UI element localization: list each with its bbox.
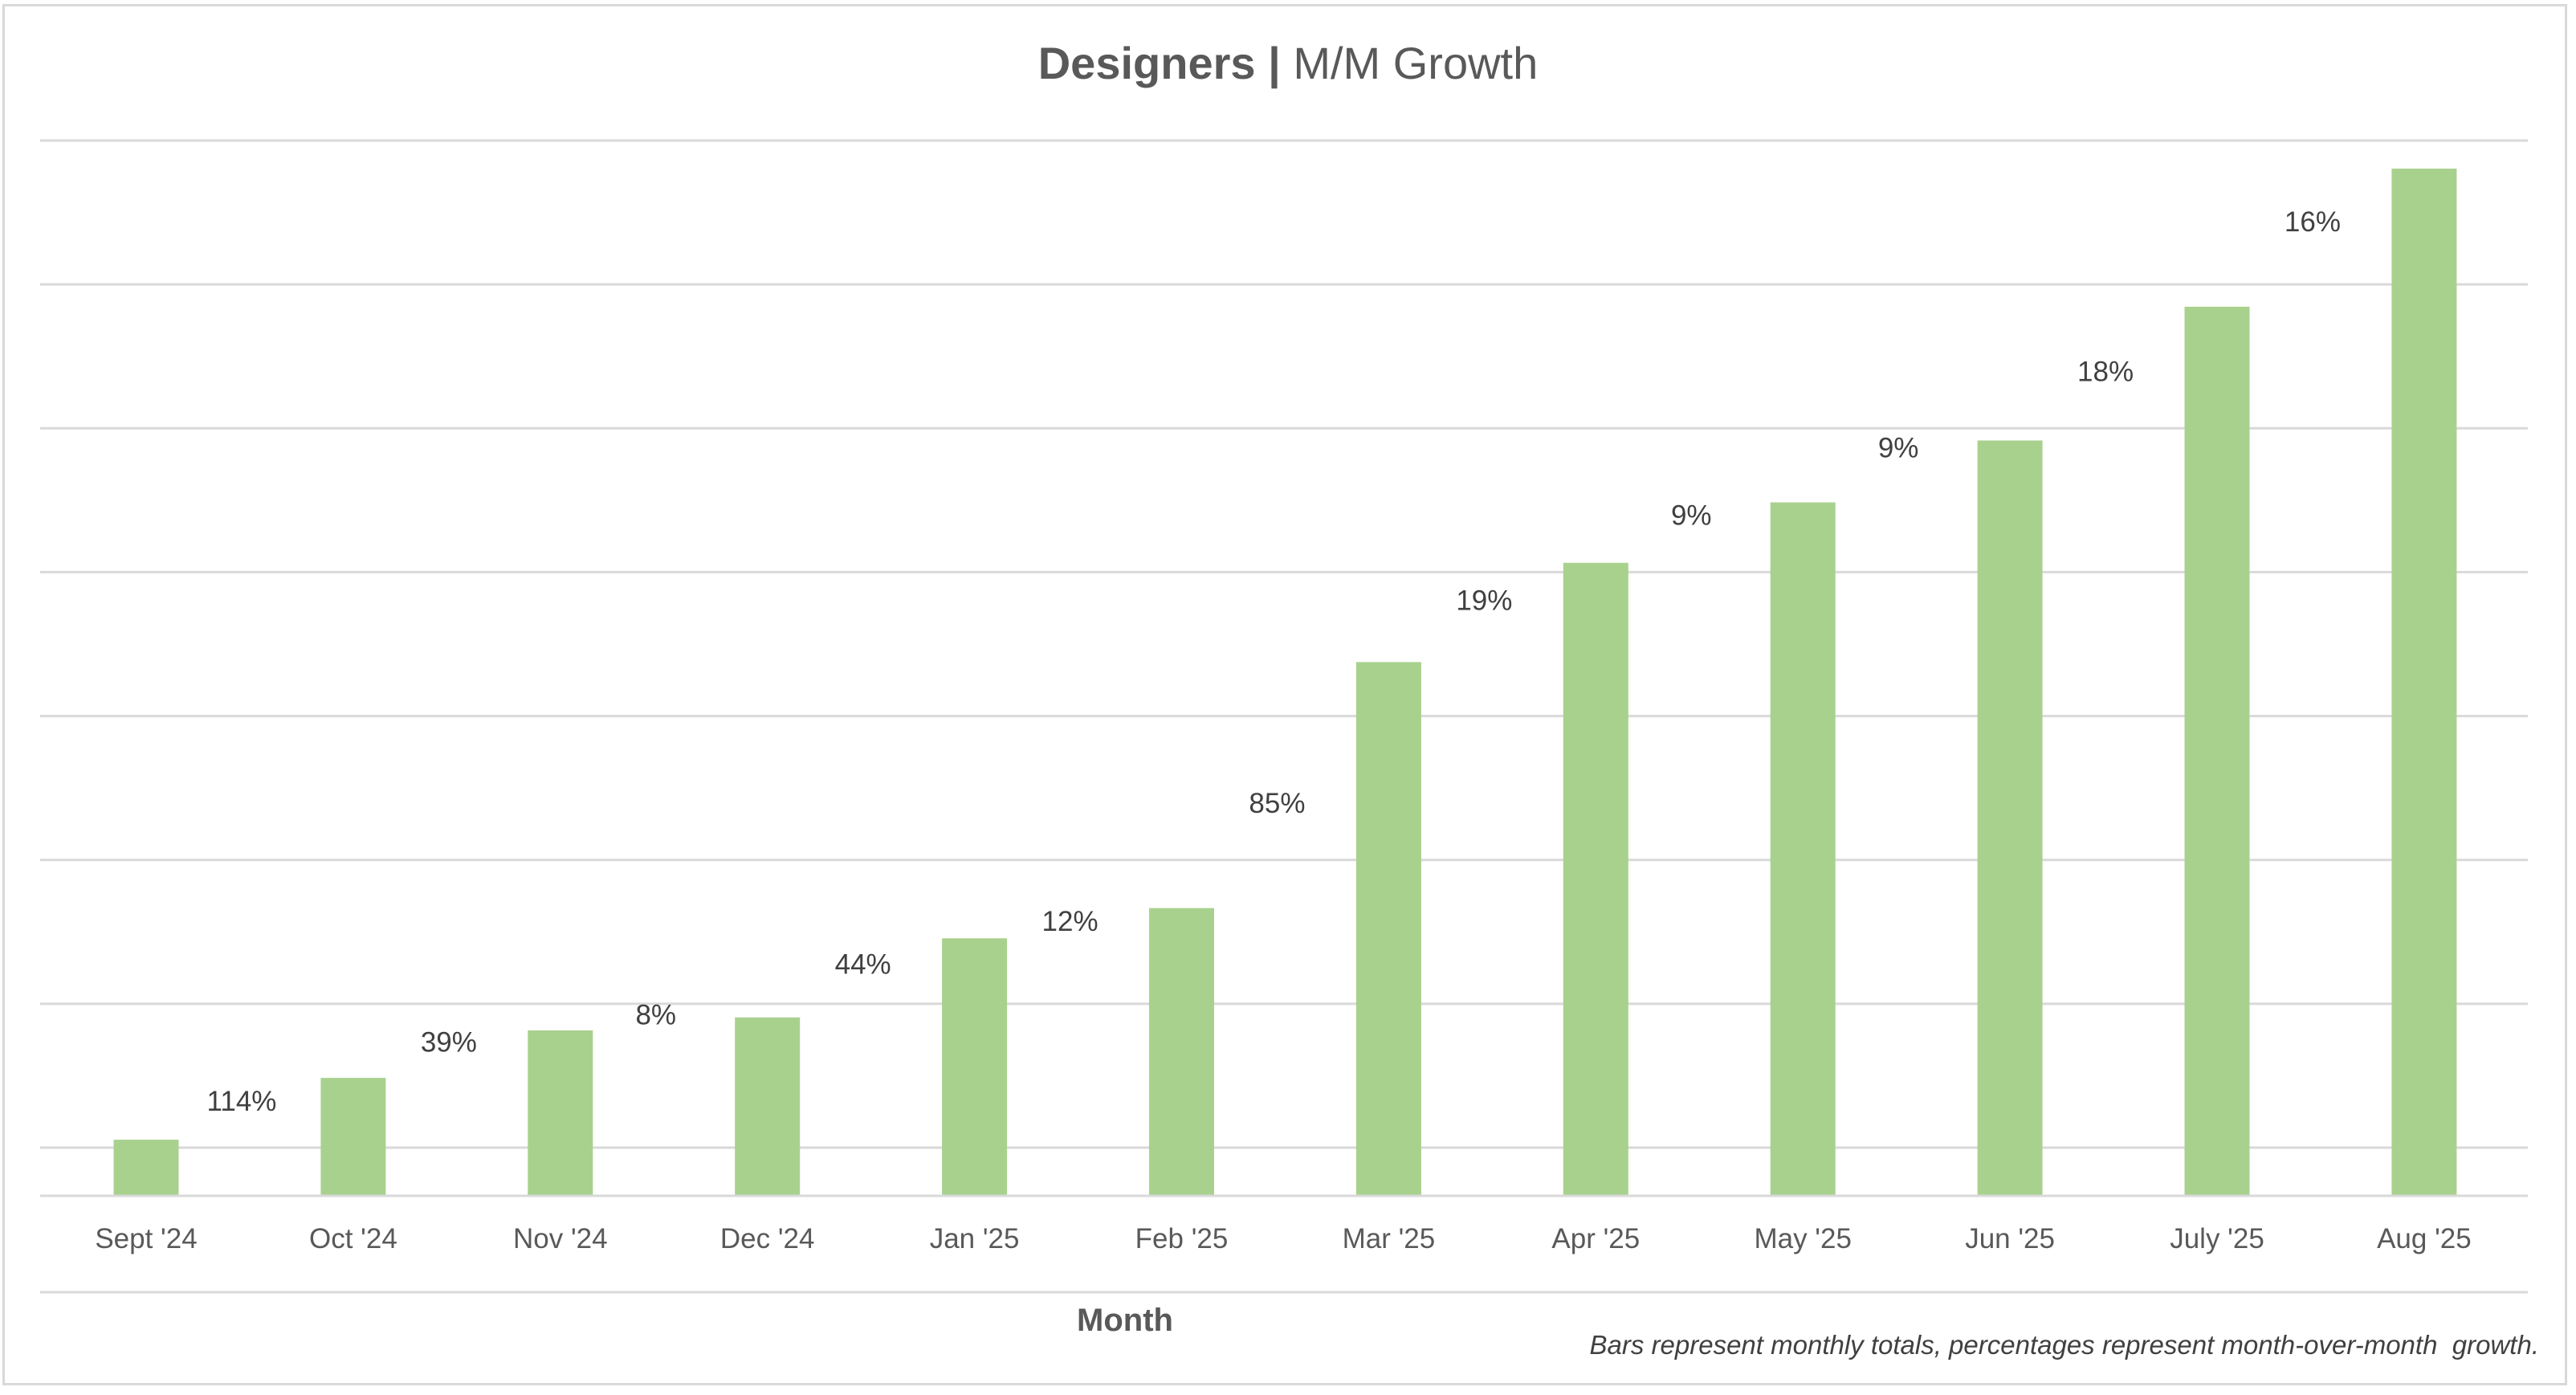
bar [1770,502,1836,1196]
x-tick-label: Oct '24 [309,1223,397,1254]
chart-frame [2,4,2567,1385]
x-tick-label: Apr '25 [1551,1223,1640,1254]
x-tick-label: Nov '24 [513,1223,608,1254]
growth-label: 114% [206,1086,276,1117]
bar [2391,168,2457,1197]
chart-title-bold: Designers [1037,38,1256,88]
bar [1355,662,1421,1196]
bar [942,938,1008,1196]
bar [320,1078,386,1196]
bar [1977,440,2043,1196]
chart-title: Designers | M/M Growth [0,35,2576,92]
growth-label: 85% [1249,788,1305,819]
bar [1149,908,1214,1196]
growth-label: 44% [835,949,891,981]
bar [2184,306,2250,1197]
gridlines [40,139,2528,1149]
x-tick-label: Jan '25 [930,1223,1020,1254]
growth-label: 39% [421,1026,477,1058]
x-axis-title: Month [1077,1303,1173,1338]
chart-title-separator: | [1268,38,1281,88]
growth-label: 8% [635,999,676,1030]
bar [735,1017,801,1196]
x-tick-label: July '25 [2170,1223,2264,1254]
growth-labels: 114% 39% 8% 44% 12% 85% 19% 9% 9% 18% 16% [206,206,2340,1117]
x-tick-label: May '25 [1754,1223,1851,1254]
growth-label: 9% [1671,500,1712,532]
footnote: Bars represent monthly totals, percentag… [1589,1330,2539,1360]
bars [113,168,2457,1197]
x-tick-label: Dec '24 [720,1223,815,1254]
x-tick-labels: Sept '24 Oct '24 Nov '24 Dec '24 Jan '25 Feb … [95,1223,2471,1254]
growth-label: 18% [2077,357,2134,388]
chart-title-subtitle: M/M Growth [1293,38,1539,88]
growth-label: 12% [1042,906,1098,937]
bar [113,1140,179,1196]
growth-label: 19% [1456,585,1512,616]
bar [528,1030,593,1196]
bar [1563,562,1628,1196]
x-tick-label: Aug '25 [2377,1223,2472,1254]
x-tick-label: Jun '25 [1965,1223,2055,1254]
x-tick-label: Sept '24 [95,1223,197,1254]
x-tick-label: Mar '25 [1343,1223,1436,1254]
x-tick-label: Feb '25 [1135,1223,1229,1254]
growth-label: 9% [1878,432,1919,463]
growth-label: 16% [2285,206,2341,238]
